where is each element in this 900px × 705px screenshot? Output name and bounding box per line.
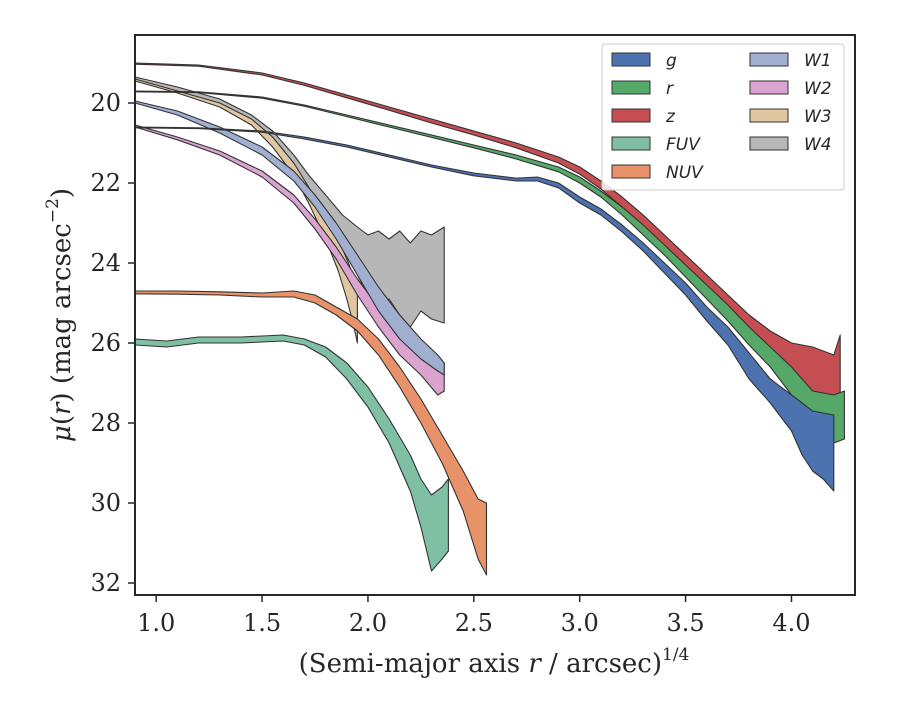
series-band-w1 — [134, 100, 445, 376]
legend-swatch-w1 — [749, 52, 789, 67]
x-tick-label: 3.0 — [561, 609, 599, 637]
x-tick-label: 4.0 — [772, 609, 810, 637]
legend-label-w2: W2 — [804, 79, 832, 99]
series-band-w3 — [134, 78, 358, 344]
legend-label-fuv: FUV — [666, 135, 701, 155]
series-areas — [134, 62, 845, 576]
legend-label-w4: W4 — [804, 135, 832, 155]
legend-label-r: r — [666, 79, 674, 99]
x-tick-label: 1.5 — [243, 609, 281, 637]
series-band-g — [134, 126, 835, 492]
y-tick-label: 22 — [90, 169, 121, 197]
x-tick-label: 2.5 — [455, 609, 493, 637]
x-axis-title-pre: (Semi-major axis — [299, 649, 529, 679]
legend-label-w3: W3 — [804, 107, 832, 127]
legend-swatch-z — [611, 108, 651, 123]
legend-label-w1: W1 — [804, 51, 832, 71]
legend-label-z: z — [665, 107, 676, 127]
legend-swatch-w4 — [749, 136, 789, 151]
y-tick-label: 26 — [90, 329, 121, 357]
x-axis-title-var: r — [528, 649, 542, 679]
y-axis-title-exponent: −2 — [43, 198, 63, 223]
legend: grz FUV NUV W1 W2 W3 W4 — [601, 43, 845, 191]
x-axis-title-exponent: 1/4 — [662, 645, 689, 665]
x-tick-label: 3.5 — [667, 609, 705, 637]
x-tick-label: 2.0 — [349, 609, 387, 637]
y-tick-label: 30 — [90, 489, 121, 517]
legend-swatch-w2 — [749, 80, 789, 95]
y-axis-title-open: ( — [47, 415, 77, 425]
axis-ticks: 1.0 1.5 2.0 2.5 3.0 3.5 4.0 20 22 24 26 28 30 32 — [90, 89, 810, 637]
legend-swatch-g — [611, 52, 651, 67]
y-axis-title-var: r — [47, 401, 77, 415]
y-axis-title-mu: μ — [47, 425, 77, 442]
legend-label-g: g — [666, 51, 677, 71]
y-tick-label: 20 — [90, 89, 121, 117]
plot-frame — [134, 34, 856, 596]
series-band-nuv — [134, 290, 488, 576]
legend-swatch-w3 — [749, 108, 789, 123]
series-band-r — [134, 90, 845, 444]
legend-swatch-nuv — [611, 164, 651, 179]
legend-swatch-r — [611, 80, 651, 95]
series-band-fuv — [134, 334, 449, 572]
legend-swatch-fuv — [611, 136, 651, 151]
y-tick-label: 28 — [90, 409, 121, 437]
x-axis-title-post: / arcsec) — [541, 649, 662, 679]
series-band-w2 — [134, 124, 445, 396]
y-tick-label: 32 — [90, 569, 121, 597]
x-axis-title: (Semi-major axis r / arcsec)1/4 — [299, 645, 690, 679]
y-axis-title-unit: ) (mag arcsec — [47, 223, 77, 402]
y-axis-title-end: ) — [47, 188, 77, 198]
y-tick-label: 24 — [90, 249, 121, 277]
x-tick-label: 1.0 — [137, 609, 175, 637]
y-axis-title: μ(r) (mag arcsec−2) — [43, 188, 77, 442]
legend-label-nuv: NUV — [666, 163, 704, 183]
